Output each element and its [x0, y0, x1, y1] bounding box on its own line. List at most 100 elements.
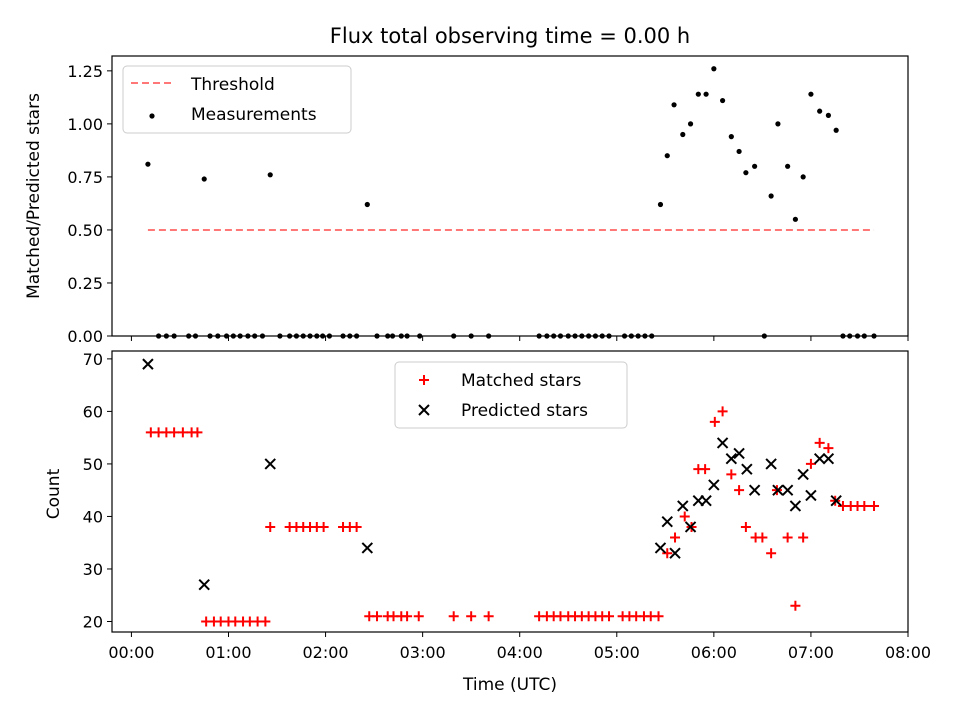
measurement-point [743, 170, 749, 176]
measurement-point [680, 131, 686, 138]
predicted-star-marker [725, 452, 738, 465]
matched-star-marker [483, 611, 494, 622]
measurement-point [808, 91, 814, 97]
matched-star-marker [869, 500, 880, 511]
matched-star-marker [402, 611, 413, 622]
measurement-point [825, 112, 832, 118]
matched-legend-label: Matched stars [461, 371, 581, 391]
bottom-x-tick-label: 00:00 [108, 643, 154, 662]
matched-star-marker [177, 427, 188, 438]
predicted-star-marker [700, 494, 712, 507]
bottom-x-axis-label: Time (UTC) [462, 675, 557, 695]
top-legend-box [122, 65, 352, 134]
bottom-x-tick-label: 05:00 [594, 643, 640, 662]
measurement-point [145, 161, 151, 167]
matched-star-marker [782, 532, 793, 543]
matched-star-marker [766, 548, 777, 559]
matched-star-marker [679, 511, 690, 522]
measurement-point [817, 108, 823, 114]
matched-star-marker [700, 464, 711, 475]
measurement-point [719, 97, 726, 104]
measurement-point [775, 121, 781, 127]
bottom-x-tick-label: 02:00 [303, 643, 349, 662]
predicted-star-marker [142, 358, 154, 370]
predicted-star-marker [716, 437, 729, 449]
predicted-star-marker [708, 479, 720, 491]
top-plot-frame [111, 55, 909, 337]
matched-star-marker [466, 611, 477, 622]
matched-star-marker [740, 521, 751, 532]
predicted-star-marker [733, 447, 745, 460]
bottom-x-tick-label: 07:00 [788, 643, 834, 662]
predicted-star-marker [661, 515, 673, 528]
bottom-y-tick-label: 70 [83, 350, 103, 369]
bottom-x-tick-label: 01:00 [205, 643, 251, 662]
bottom-legend: Matched stars Predicted stars [394, 361, 628, 429]
top-y-tick-label: 0.50 [67, 221, 103, 240]
measurement-point [364, 201, 370, 208]
top-y-axis-label: Matched/Predicted stars [24, 93, 44, 299]
bottom-plot-frame [111, 350, 909, 633]
measurement-point [728, 134, 734, 140]
bottom-x-tick-label: 03:00 [400, 643, 446, 662]
matched-star-marker [448, 611, 459, 622]
matched-star-marker [805, 458, 816, 469]
matched-star-marker [790, 600, 801, 611]
top-y-tick-label: 1.00 [67, 115, 103, 134]
measurement-point [703, 91, 709, 97]
matched-star-marker [169, 427, 180, 438]
measurement-point [833, 127, 839, 133]
measurement-point [201, 176, 207, 182]
predicted-star-marker [684, 521, 697, 533]
matched-star-marker [318, 521, 329, 532]
measurement-point [736, 148, 742, 155]
bottom-y-tick-label: 50 [83, 455, 103, 474]
bottom-legend-box [394, 361, 628, 429]
measurement-point [657, 201, 664, 208]
bottom-y-axis-label: Count [44, 468, 64, 519]
measurement-point [695, 91, 701, 97]
threshold-legend-label: Threshold [190, 75, 275, 95]
bottom-y-tick-label: 20 [83, 612, 103, 631]
matched-legend-swatch [419, 375, 429, 385]
predicted-star-marker [797, 468, 809, 481]
matched-star-marker [717, 406, 728, 417]
measurement-point [267, 172, 273, 178]
bottom-x-tick-label: 08:00 [885, 643, 931, 662]
bottom-y-tick-label: 60 [83, 402, 103, 421]
predicted-star-marker [198, 579, 210, 591]
predicted-star-marker [781, 484, 794, 496]
matched-star-marker [260, 616, 271, 627]
measurements-legend-label: Measurements [191, 105, 317, 125]
predicted-legend-swatch [418, 404, 430, 416]
top-legend: Threshold Measurements [122, 65, 352, 134]
bottom-x-tick-label: 06:00 [691, 643, 737, 662]
measurement-point [792, 216, 798, 222]
top-y-tick-label: 0.25 [67, 274, 103, 293]
matched-star-marker [709, 416, 720, 427]
predicted-star-marker [361, 542, 374, 554]
top-y-tick-label: 0.75 [67, 168, 103, 187]
top-y-tick-label: 0.00 [67, 327, 103, 346]
predicted-star-marker [805, 489, 817, 502]
predicted-star-marker [813, 452, 826, 465]
predicted-star-marker [677, 500, 689, 512]
predicted-star-marker [654, 542, 667, 554]
matched-star-marker [413, 611, 424, 622]
matched-star-marker [265, 521, 276, 532]
top-plot-area: 0.00 0.25 0.50 0.75 1.00 1.25 [67, 55, 909, 346]
matched-star-marker [798, 532, 809, 543]
matched-star-marker [351, 521, 362, 532]
bottom-plot-area: 20 30 40 50 60 70 00:00 01:00 02:00 03:00 04:00 05:… [83, 350, 931, 662]
matched-star-marker [662, 548, 673, 559]
top-chart-title: Flux total observing time = 0.00 h [330, 24, 690, 48]
predicted-star-marker [741, 463, 753, 475]
matched-star-marker [814, 437, 825, 448]
matched-star-marker [372, 611, 383, 622]
measurements-legend-swatch [149, 113, 155, 119]
bottom-y-tick-label: 40 [83, 507, 103, 526]
predicted-star-marker [789, 500, 802, 512]
measurement-point [752, 163, 758, 169]
matched-star-marker [757, 532, 768, 543]
